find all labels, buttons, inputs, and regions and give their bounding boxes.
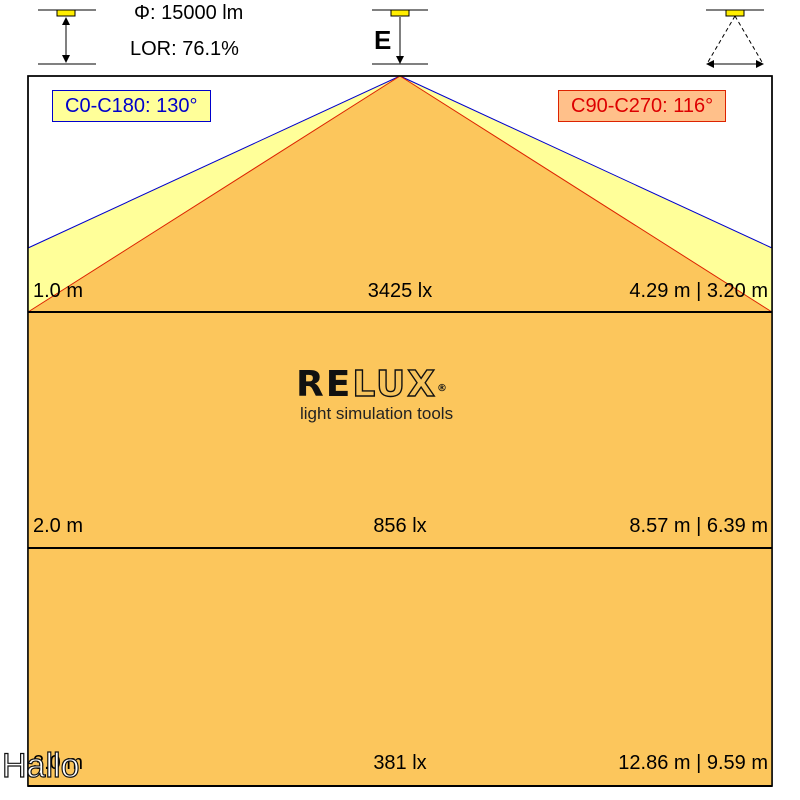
angle-box-c90-c270: C90-C270: 116° bbox=[558, 90, 727, 122]
row-spot-size: 12.86 m | 9.59 m bbox=[618, 752, 768, 774]
logo-word-outline: LUX bbox=[352, 364, 437, 405]
row-spot-size: 4.29 m | 3.20 m bbox=[629, 280, 768, 302]
row-distance: 3.0 m bbox=[33, 752, 84, 774]
illuminance-symbol: E bbox=[374, 25, 392, 55]
logo-word-solid: RE bbox=[296, 364, 353, 405]
angle-box-c0-c180: C0-C180: 130° bbox=[52, 90, 211, 122]
mounting-height-icon bbox=[38, 9, 96, 65]
row-illuminance: 3425 lx bbox=[367, 280, 433, 302]
logo-wordmark: RELUX® bbox=[296, 364, 506, 405]
edge-c0-left bbox=[27, 75, 401, 249]
logo-registered-mark: ® bbox=[436, 383, 449, 394]
edge-c90-right bbox=[399, 75, 773, 313]
row-illuminance: 856 lx bbox=[373, 515, 427, 537]
row-distance: 1.0 m bbox=[33, 280, 84, 302]
relux-logo: RELUX® light simulation tools bbox=[296, 364, 506, 424]
edge-c0-right bbox=[399, 75, 773, 249]
illuminance-icon bbox=[372, 9, 428, 65]
watermark-text: Hallo bbox=[1, 747, 80, 785]
row-spot-size: 8.57 m | 6.39 m bbox=[629, 515, 768, 537]
cone-c90-c270 bbox=[28, 76, 772, 786]
edge-c90-left bbox=[27, 75, 401, 313]
beam-angle-icon bbox=[706, 9, 764, 68]
lor-label: LOR: 76.1% bbox=[130, 38, 239, 60]
luminous-flux-label: Φ: 15000 lm bbox=[134, 2, 244, 24]
logo-tagline: light simulation tools bbox=[300, 404, 454, 423]
row-distance: 2.0 m bbox=[33, 515, 84, 537]
row-illuminance: 381 lx bbox=[373, 752, 427, 774]
